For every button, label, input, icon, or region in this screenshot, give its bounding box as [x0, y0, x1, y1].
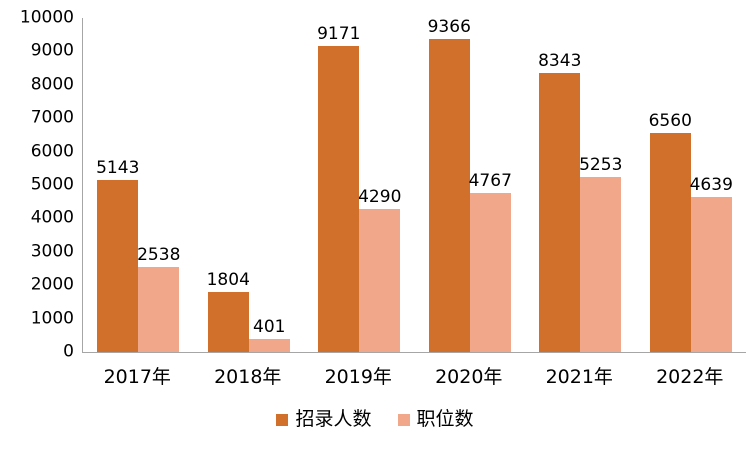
- bar-group: 1804 401: [194, 18, 305, 352]
- bar-value-label: 5253: [579, 154, 623, 175]
- x-category-label: 2018年: [214, 366, 282, 388]
- y-tick-label: 5000: [30, 174, 74, 195]
- bar-series-1: 1804: [207, 271, 250, 352]
- y-tick-label: 9000: [30, 40, 74, 61]
- y-tick-label: 1000: [30, 308, 74, 329]
- bar-series-2: 2538: [137, 247, 180, 352]
- legend-label: 职位数: [416, 408, 474, 430]
- y-tick-label: 0: [63, 341, 74, 362]
- y-tick-label: 4000: [30, 207, 74, 228]
- legend-label: 招录人数: [295, 408, 372, 430]
- y-tick-label: 3000: [30, 241, 74, 262]
- bar-group: 8343 5253: [525, 18, 636, 352]
- legend: 招录人数 职位数: [0, 410, 750, 429]
- bar-value-label: 4767: [468, 170, 512, 191]
- y-axis: 0 1000 2000 3000 4000 5000 6000 7000 8000 9000 100…: [0, 9, 74, 360]
- bar-series-1: 6560: [649, 112, 692, 352]
- y-tick-label: 6000: [30, 141, 74, 162]
- bar-series-1: 9171: [317, 25, 360, 352]
- bar-series-2: 4290: [358, 188, 401, 352]
- bar-series-2: 5253: [579, 156, 622, 352]
- bar-value-label: 1804: [206, 269, 250, 290]
- plot-area: 5143 2538 1804 401 9171 4290 9366 4767 8343 5253 6…: [82, 18, 746, 353]
- bar-group: 9171 4290: [304, 18, 415, 352]
- legend-item: 招录人数: [276, 408, 372, 430]
- bar-series-2: 4767: [469, 172, 512, 352]
- x-axis: 2017年 2018年 2019年 2020年 2021年 2022年: [82, 366, 745, 389]
- bar-series-2: 401: [248, 318, 290, 352]
- bar-series-1: 9366: [428, 19, 471, 352]
- y-tick-label: 10000: [19, 7, 74, 28]
- legend-item: 职位数: [397, 408, 474, 430]
- y-tick-label: 8000: [30, 74, 74, 95]
- bar-group: 5143 2538: [83, 18, 194, 352]
- bar-value-label: 9366: [427, 17, 471, 38]
- x-category-label: 2022年: [656, 366, 724, 388]
- bar-group: 6560 4639: [636, 18, 747, 352]
- bar-value-label: 6560: [648, 110, 692, 131]
- bar-series-1: 5143: [96, 160, 139, 352]
- bar-value-label: 9171: [317, 23, 361, 44]
- x-category-label: 2020年: [435, 366, 503, 388]
- bar-series-2: 4639: [690, 177, 733, 352]
- x-category-label: 2021年: [545, 366, 613, 388]
- bar-value-label: 2538: [137, 245, 181, 266]
- legend-swatch: [397, 413, 410, 426]
- x-category-label: 2017年: [103, 366, 171, 388]
- bar-group: 9366 4767: [415, 18, 526, 352]
- bar-series-1: 8343: [538, 53, 581, 352]
- bar-value-label: 401: [253, 316, 286, 337]
- y-tick-label: 2000: [30, 274, 74, 295]
- bar-value-label: 4290: [358, 186, 402, 207]
- bar-value-label: 5143: [96, 158, 140, 179]
- bar-value-label: 8343: [538, 51, 582, 72]
- x-category-label: 2019年: [324, 366, 392, 388]
- legend-swatch: [276, 413, 289, 426]
- y-tick-label: 7000: [30, 107, 74, 128]
- bar-value-label: 4639: [689, 175, 733, 196]
